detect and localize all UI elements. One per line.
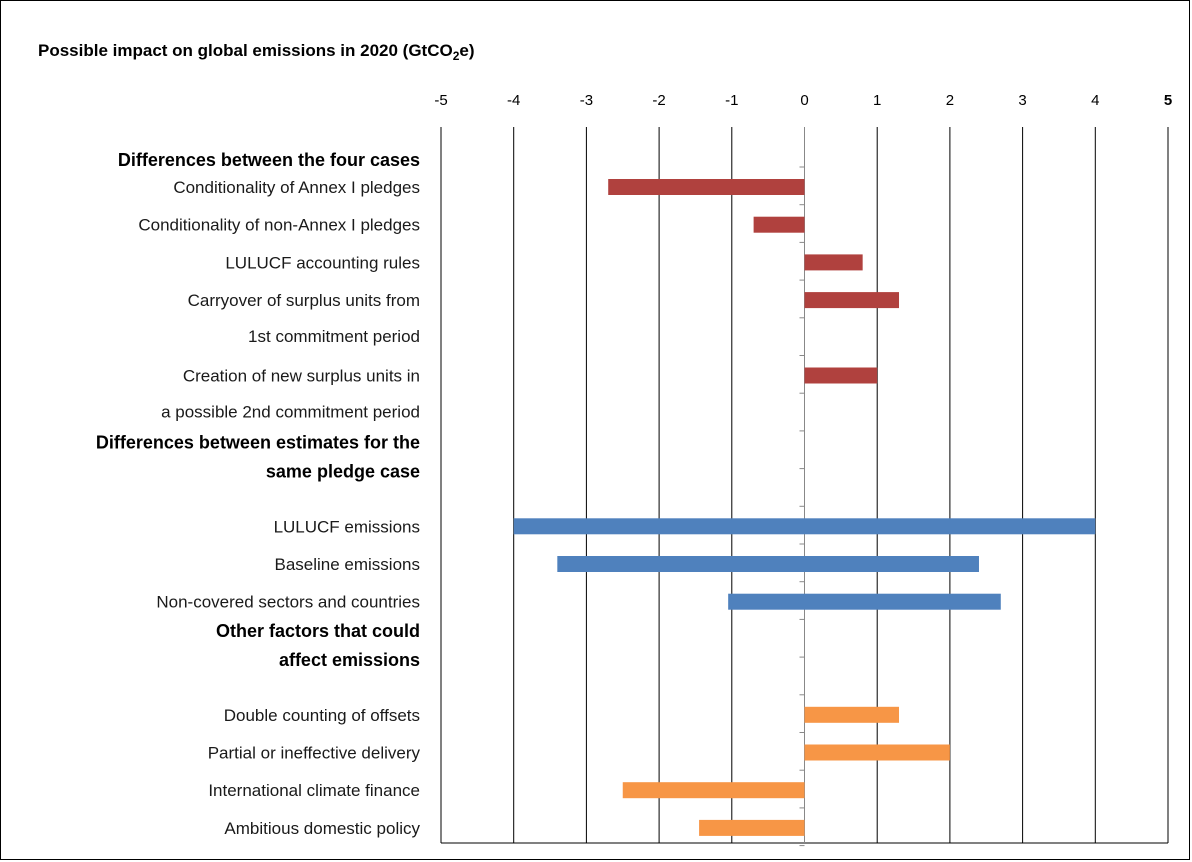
bar [622, 782, 805, 799]
bar [804, 367, 878, 384]
bar [804, 292, 900, 309]
x-tick-label: 5 [1164, 92, 1172, 109]
category-label: Conditionality of non-Annex I pledges [138, 216, 420, 235]
chart-title-suffix: e) [459, 41, 475, 60]
x-tick-label: -1 [725, 92, 738, 109]
category-label: LULUCF accounting rules [225, 253, 420, 272]
chart-title: Possible impact on global emissions in 2… [38, 41, 475, 63]
x-tick-label: 4 [1091, 92, 1099, 109]
chart-title-subscript: 2 [452, 49, 460, 63]
bar [608, 179, 805, 195]
category-label: Partial or ineffective delivery [208, 744, 421, 763]
category-label: Carryover of surplus units from [188, 291, 420, 310]
x-tick-label: -4 [507, 92, 520, 109]
bar [513, 518, 1096, 535]
category-label: LULUCF emissions [274, 517, 420, 536]
x-tick-label: 0 [800, 92, 808, 109]
bar [728, 593, 1001, 610]
x-tick-label: -5 [434, 92, 447, 109]
category-label: Non-covered sectors and countries [156, 593, 420, 612]
category-label: International climate finance [208, 781, 420, 800]
group-heading: Differences between the four cases [118, 150, 420, 170]
group-heading: Differences between estimates for the [96, 433, 420, 453]
bar [557, 556, 979, 572]
category-label: Conditionality of Annex I pledges [173, 178, 420, 197]
group-heading: same pledge case [266, 462, 420, 482]
category-label: Ambitious domestic policy [224, 819, 420, 838]
category-label: a possible 2nd commitment period [161, 403, 420, 422]
x-tick-label: -2 [652, 92, 665, 109]
x-tick-label: -3 [580, 92, 593, 109]
bar [804, 254, 863, 271]
group-heading: affect emissions [279, 650, 420, 670]
category-label: Creation of new surplus units in [183, 367, 420, 386]
group-heading: Other factors that could [216, 621, 420, 641]
x-tick-label: 2 [946, 92, 954, 109]
chart-title-main: Possible impact on global emissions in 2… [38, 41, 453, 60]
x-tick-label: 3 [1018, 92, 1026, 109]
x-tick-label: 1 [873, 92, 881, 109]
category-label: 1st commitment period [248, 327, 420, 346]
category-label: Double counting of offsets [224, 706, 420, 725]
bar [804, 744, 950, 761]
category-label: Baseline emissions [274, 555, 420, 574]
bar [804, 706, 900, 723]
bar [753, 216, 805, 233]
bar [699, 819, 805, 836]
